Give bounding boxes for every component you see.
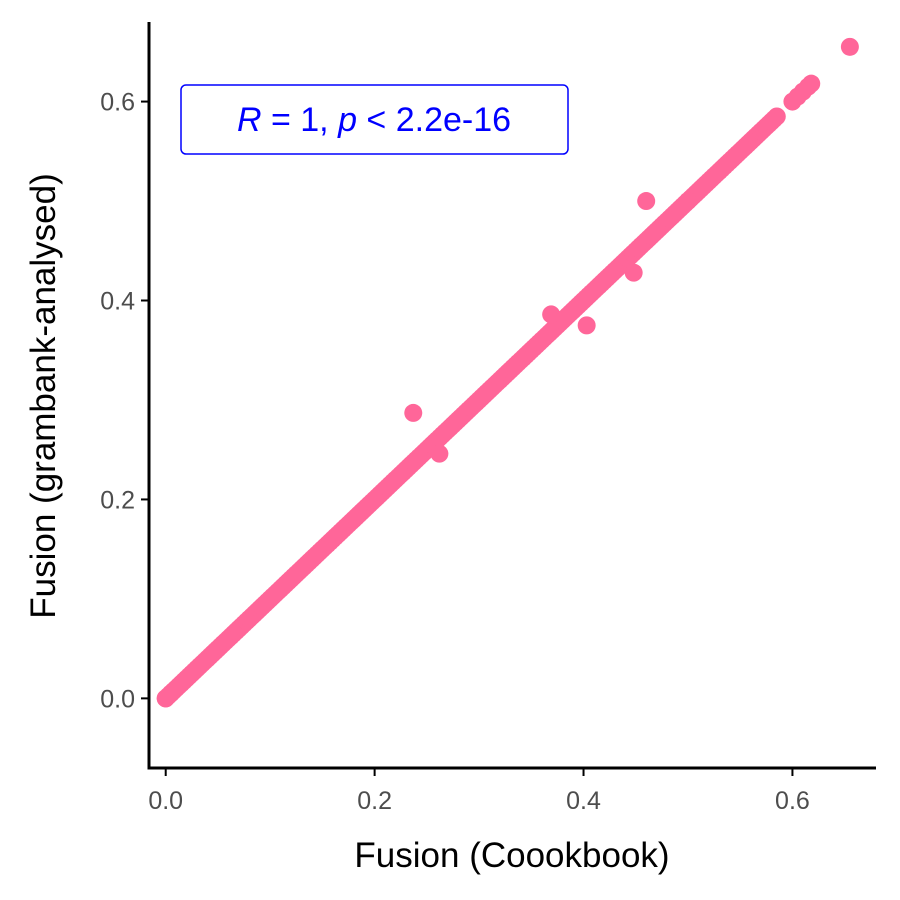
data-point <box>430 444 449 463</box>
data-point <box>404 403 423 422</box>
y-tick-label: 0.6 <box>100 89 135 117</box>
y-tick-label: 0.4 <box>100 288 135 316</box>
data-point <box>624 263 643 282</box>
x-tick-label: 0.2 <box>357 787 392 815</box>
x-tick-label: 0.4 <box>566 787 601 815</box>
x-tick-label: 0.0 <box>148 787 183 815</box>
axes-layer <box>147 22 876 770</box>
annotation-p-symbol: p <box>337 101 357 139</box>
data-point <box>161 684 180 703</box>
data-point <box>577 316 596 335</box>
data-point <box>542 305 561 324</box>
data-point <box>767 107 786 126</box>
y-tick-label: 0.0 <box>100 685 135 713</box>
points-layer <box>156 37 859 708</box>
correlation-annotation: R = 1, p < 2.2e-16 <box>180 84 569 155</box>
data-point <box>802 74 821 93</box>
annotation-text: R = 1, p < 2.2e-16 <box>237 101 511 139</box>
ticks-layer: 0.0 0.2 0.4 0.6 0.0 0.2 0.4 0.6 <box>100 89 810 815</box>
y-axis-title: Fusion (grambank-analysed) <box>24 173 63 618</box>
x-axis-title: Fusion (Coookbook) <box>354 836 669 875</box>
annotation-r-value: = 1, <box>262 101 339 139</box>
annotation-box <box>180 84 569 155</box>
annotation-r-symbol: R <box>237 101 262 139</box>
data-point <box>637 192 656 211</box>
annotation-p-value: < 2.2e-16 <box>357 101 511 139</box>
data-point <box>840 37 859 56</box>
data-point <box>678 192 697 211</box>
x-tick-label: 0.6 <box>775 787 810 815</box>
y-tick-label: 0.2 <box>100 486 135 514</box>
